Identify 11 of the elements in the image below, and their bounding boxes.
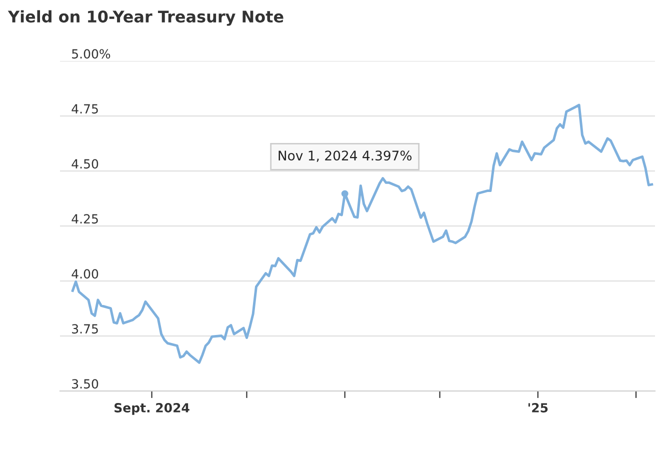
chart-title: Yield on 10-Year Treasury Note: [8, 10, 284, 26]
y-tick-label: 4.75: [72, 104, 98, 114]
y-tick-label: 4.50: [72, 159, 98, 169]
y-tick-label: 3.50: [72, 379, 98, 389]
x-tick-label: '25: [528, 403, 548, 412]
y-tick-label: 5.00%: [72, 49, 110, 59]
y-tick-label: 4.25: [72, 214, 98, 224]
y-tick-label: 3.75: [72, 324, 98, 334]
annotation: Nov 1, 2024 4.397%: [278, 150, 412, 162]
y-tick-label: 4.00: [72, 269, 98, 279]
x-tick-label: Sept. 2024: [114, 403, 190, 415]
